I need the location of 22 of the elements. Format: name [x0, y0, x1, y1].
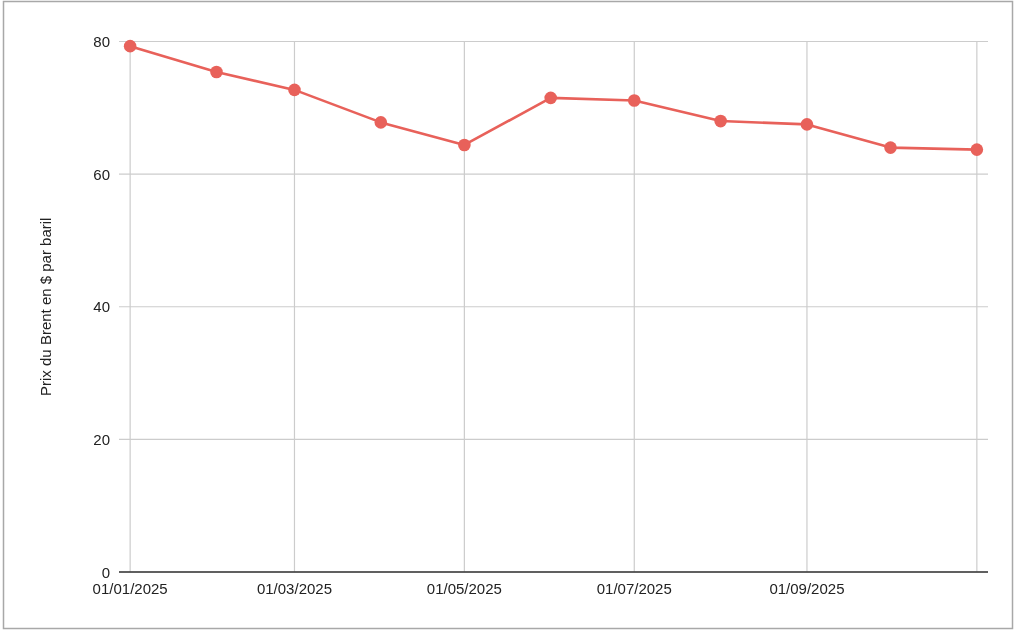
point [884, 141, 897, 154]
y-axis-title: Prix du Brent en $ par baril [36, 217, 54, 396]
y-tick-label: 20 [93, 430, 110, 448]
point [714, 114, 727, 128]
x-tick-label: 01/05/2025 [426, 579, 502, 597]
y-tick-label: 40 [93, 298, 110, 316]
point [970, 143, 984, 156]
x-tick-label: 01/01/2025 [92, 579, 168, 597]
y-tick-label: 60 [93, 165, 110, 183]
y-tick-label: 80 [93, 33, 110, 50]
point [288, 83, 301, 97]
x-tick-label: 01/07/2025 [596, 579, 672, 597]
point [374, 116, 388, 129]
point [544, 91, 558, 105]
y-tick-label: 0 [101, 563, 110, 581]
point [800, 118, 814, 131]
x-tick-label: 01/09/2025 [769, 579, 845, 597]
point [123, 39, 137, 53]
point [210, 65, 223, 79]
point [627, 94, 641, 107]
x-tick-label: 01/03/2025 [256, 579, 333, 597]
point [458, 138, 471, 152]
